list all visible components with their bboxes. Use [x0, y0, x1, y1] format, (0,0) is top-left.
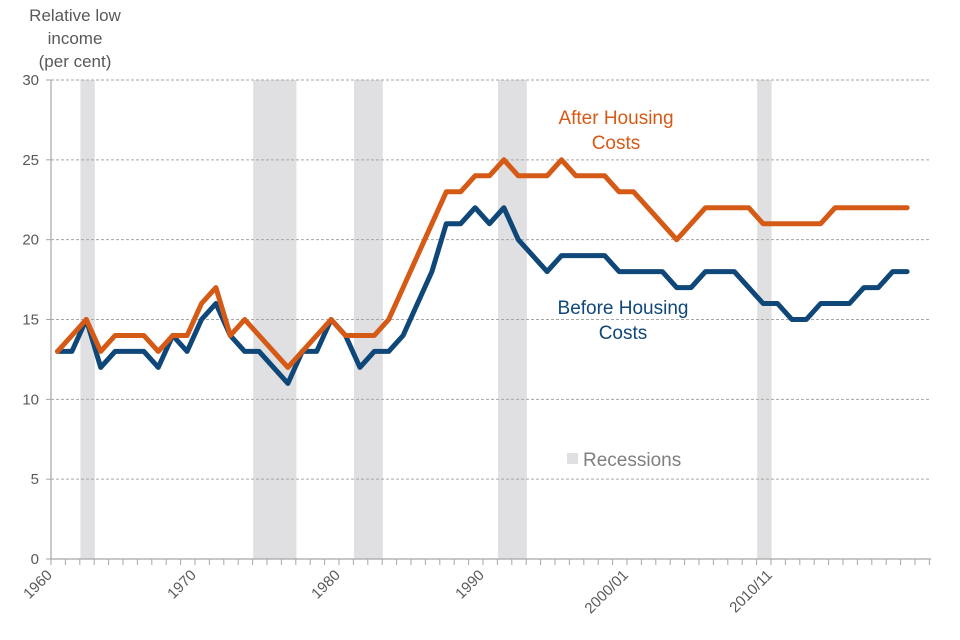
series-line-before-housing-costs: [55, 205, 910, 386]
x-tick-label-2000-01: 2000/01: [581, 567, 631, 617]
x-tick-label-1960: 1960: [20, 567, 56, 603]
series-line-after-housing-costs: [55, 157, 910, 370]
y-tick-label-30: 30: [22, 72, 39, 89]
y-tick-label-25: 25: [22, 152, 39, 169]
y-tick-label-0: 0: [31, 551, 39, 568]
y-axis-title: Relative low income (per cent): [0, 4, 150, 73]
ahc-label-line-2: Costs: [592, 133, 641, 154]
series-labels: After Housing Costs Before Housing Costs: [558, 108, 689, 344]
legend: Recessions: [567, 450, 681, 471]
bhc-label-line-2: Costs: [599, 323, 648, 344]
x-tick-label-1980: 1980: [308, 567, 344, 603]
gridlines: [51, 79, 931, 480]
y-axis-title-line-1: Relative low income: [29, 6, 121, 48]
recession-band-5: [757, 80, 772, 559]
ahc-label-line-1: After Housing: [558, 108, 673, 129]
legend-swatch-recessions: [567, 453, 578, 464]
legend-label-recessions: Recessions: [583, 450, 681, 471]
x-tick-label-1970: 1970: [164, 567, 200, 603]
y-tick-label-10: 10: [22, 391, 39, 408]
series-lines: [55, 157, 910, 386]
bhc-label-line-1: Before Housing: [558, 298, 689, 319]
recession-band-2: [253, 80, 297, 559]
x-tick-label-2010-11: 2010/11: [726, 567, 776, 617]
y-tick-label-5: 5: [31, 471, 39, 488]
x-tick-label-1990: 1990: [452, 567, 488, 603]
y-tick-label-15: 15: [22, 312, 39, 329]
y-tick-label-20: 20: [22, 232, 39, 249]
axes: 0 5 10 15 20 25 30 1960 1970 1980 1990 2000/01 2010/…: [20, 72, 931, 617]
y-axis-title-line-2: (per cent): [38, 52, 112, 71]
